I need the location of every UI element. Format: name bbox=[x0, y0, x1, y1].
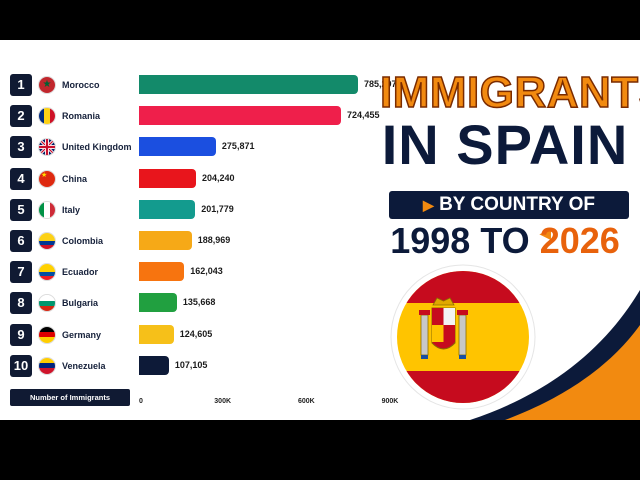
value-label: 107,105 bbox=[174, 359, 208, 370]
rank-badge: 3 bbox=[10, 136, 32, 159]
bar bbox=[139, 293, 177, 313]
bulgaria-flag-icon bbox=[38, 294, 56, 313]
italy-flag-icon bbox=[38, 200, 56, 219]
country-label: Morocco bbox=[62, 80, 100, 90]
country-label: China bbox=[62, 173, 88, 184]
value-label: 724,455 bbox=[347, 110, 380, 121]
country-label: Bulgaria bbox=[62, 298, 99, 309]
year-range: 1998 TO 2026 bbox=[380, 220, 630, 262]
arrow-right-icon: ◀ bbox=[540, 225, 551, 242]
rank-badge: 8 bbox=[10, 292, 32, 315]
bar bbox=[139, 199, 196, 219]
country-row: 7 Ecuador bbox=[10, 261, 130, 285]
china-flag-icon: ★ bbox=[38, 169, 56, 188]
country-row: 3 United Kingdom bbox=[10, 136, 132, 160]
rank-badge: 2 bbox=[10, 105, 32, 128]
rank-badge: 10 bbox=[10, 354, 32, 377]
value-label: 124,605 bbox=[179, 328, 213, 339]
axis-legend-label: Number of Immigrants bbox=[10, 389, 130, 406]
country-label: United Kingdom bbox=[62, 142, 132, 153]
rank-badge: 1 bbox=[10, 74, 32, 96]
germany-flag-icon bbox=[38, 325, 56, 344]
spain-flag-emblem-icon bbox=[390, 264, 536, 410]
year-start: 1998 bbox=[390, 220, 471, 261]
country-row: 1 ★ Morocco bbox=[10, 74, 130, 98]
ecuador-flag-icon bbox=[38, 263, 56, 282]
year-to: TO bbox=[480, 220, 530, 261]
title-line-1: IMMIGRANTS bbox=[379, 67, 640, 118]
subtitle-text: BY COUNTRY OF ORIGIN bbox=[439, 194, 595, 244]
bar bbox=[139, 168, 196, 188]
value-label: 135,668 bbox=[182, 297, 216, 308]
value-label: 275,871 bbox=[221, 141, 255, 152]
country-label: Germany bbox=[62, 329, 102, 340]
colombia-flag-icon bbox=[38, 232, 56, 250]
bar bbox=[139, 75, 358, 94]
year-end: 2026 bbox=[539, 220, 620, 261]
arrow-left-icon: ▶ bbox=[423, 197, 434, 213]
bar bbox=[139, 137, 216, 157]
value-label: 162,043 bbox=[190, 266, 223, 277]
title-line-2: IN SPAIN bbox=[381, 113, 629, 176]
x-tick-label: 0 bbox=[139, 398, 143, 405]
rank-badge: 4 bbox=[10, 167, 32, 190]
country-row: 8 Bulgaria bbox=[10, 292, 130, 316]
country-label: Ecuador bbox=[62, 267, 99, 278]
rank-badge: 9 bbox=[10, 323, 32, 346]
subtitle-banner: ▶ BY COUNTRY OF ORIGIN ◀ bbox=[389, 191, 629, 243]
x-tick-label: 900K bbox=[381, 398, 399, 405]
bar bbox=[139, 324, 174, 344]
rank-badge: 7 bbox=[10, 261, 32, 284]
value-label: 785,297 bbox=[364, 79, 397, 89]
bar bbox=[139, 231, 192, 250]
bar bbox=[139, 355, 169, 375]
country-row: 4 ★ China bbox=[10, 167, 130, 192]
morocco-flag-icon: ★ bbox=[38, 76, 56, 94]
venezuela-flag-icon bbox=[38, 356, 56, 375]
rank-badge: 5 bbox=[10, 198, 32, 221]
romania-flag-icon bbox=[38, 107, 56, 126]
country-label: Venezuela bbox=[62, 360, 106, 371]
country-row: 10 Venezuela bbox=[10, 354, 130, 379]
chart-canvas: 1 ★ Morocco 2 Romania 3 United Kingdom 4 ★ China 5… bbox=[0, 40, 640, 420]
value-label: 188,969 bbox=[197, 235, 231, 245]
country-label: Italy bbox=[62, 204, 81, 215]
bar bbox=[139, 106, 342, 126]
country-row: 2 Romania bbox=[10, 105, 130, 129]
x-tick-label: 600K bbox=[297, 398, 315, 405]
decorative-swoosh bbox=[470, 290, 640, 420]
bar bbox=[139, 262, 185, 282]
country-label: Romania bbox=[62, 111, 101, 122]
country-row: 6 Colombia bbox=[10, 230, 130, 254]
uk-flag-icon bbox=[38, 138, 56, 157]
country-row: 9 Germany bbox=[10, 323, 130, 348]
country-label: Colombia bbox=[62, 236, 104, 246]
value-label: 204,240 bbox=[201, 172, 235, 183]
country-row: 5 Italy bbox=[10, 198, 130, 223]
rank-badge: 6 bbox=[10, 230, 32, 252]
x-tick-label: 300K bbox=[214, 398, 232, 405]
value-label: 201,779 bbox=[201, 203, 234, 214]
